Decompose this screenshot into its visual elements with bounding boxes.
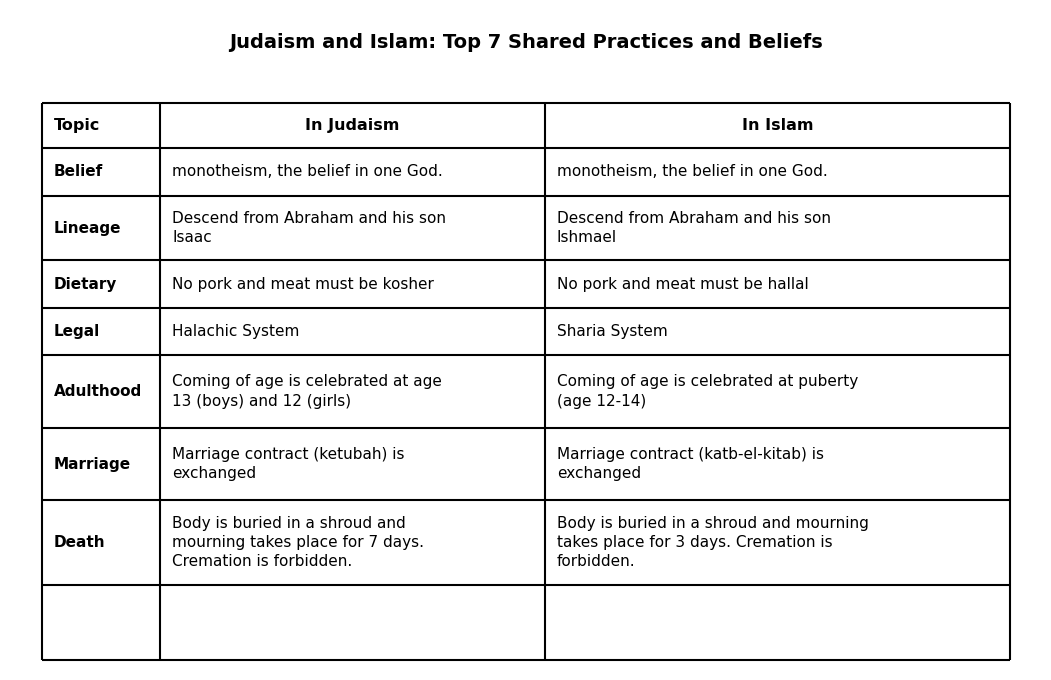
Text: Legal: Legal — [54, 324, 100, 339]
Text: Marriage contract (ketubah) is
exchanged: Marriage contract (ketubah) is exchanged — [172, 447, 405, 481]
Text: Death: Death — [54, 535, 105, 550]
Text: Halachic System: Halachic System — [172, 324, 300, 339]
Text: Dietary: Dietary — [54, 277, 118, 292]
Text: monotheism, the belief in one God.: monotheism, the belief in one God. — [557, 165, 828, 180]
Text: monotheism, the belief in one God.: monotheism, the belief in one God. — [172, 165, 442, 180]
Text: Body is buried in a shroud and mourning
takes place for 3 days. Cremation is
for: Body is buried in a shroud and mourning … — [557, 516, 869, 569]
Text: Descend from Abraham and his son
Ishmael: Descend from Abraham and his son Ishmael — [557, 211, 831, 245]
Text: Body is buried in a shroud and
mourning takes place for 7 days.
Cremation is for: Body is buried in a shroud and mourning … — [172, 516, 424, 569]
Text: Coming of age is celebrated at puberty
(age 12-14): Coming of age is celebrated at puberty (… — [557, 375, 859, 409]
Text: No pork and meat must be hallal: No pork and meat must be hallal — [557, 277, 809, 292]
Text: Marriage: Marriage — [54, 456, 131, 471]
Text: Adulthood: Adulthood — [54, 384, 142, 399]
Text: Sharia System: Sharia System — [557, 324, 667, 339]
Text: Marriage contract (katb-el-kitab) is
exchanged: Marriage contract (katb-el-kitab) is exc… — [557, 447, 824, 481]
Text: In Islam: In Islam — [742, 118, 813, 133]
Text: In Judaism: In Judaism — [305, 118, 399, 133]
Text: Judaism and Islam: Top 7 Shared Practices and Beliefs: Judaism and Islam: Top 7 Shared Practice… — [229, 33, 822, 52]
Text: Topic: Topic — [54, 118, 101, 133]
Text: Lineage: Lineage — [54, 220, 122, 235]
Text: Belief: Belief — [54, 165, 103, 180]
Text: Coming of age is celebrated at age
13 (boys) and 12 (girls): Coming of age is celebrated at age 13 (b… — [172, 375, 441, 409]
Text: No pork and meat must be kosher: No pork and meat must be kosher — [172, 277, 434, 292]
Text: Descend from Abraham and his son
Isaac: Descend from Abraham and his son Isaac — [172, 211, 446, 245]
